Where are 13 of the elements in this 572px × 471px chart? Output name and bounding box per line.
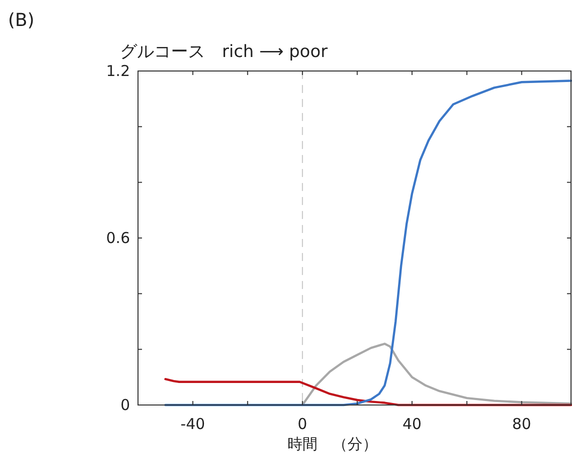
chart-title: グルコース rich ⟶ poor: [120, 42, 328, 62]
x-tick-label: -40: [180, 415, 206, 433]
line-series: [164, 378, 572, 406]
y-tick-label: 1.2: [106, 62, 130, 80]
text: (B): [8, 10, 34, 31]
line-series: [301, 342, 572, 406]
x-tick-label: 0: [298, 415, 308, 433]
x-axis-title: 時間 （分）: [287, 435, 378, 453]
y-tick-label: 0: [120, 396, 130, 414]
y-tick-label: 0.6: [106, 229, 130, 247]
line-series: [164, 80, 572, 406]
x-tick-label: 40: [402, 415, 422, 433]
x-tick-label: 80: [512, 415, 532, 433]
